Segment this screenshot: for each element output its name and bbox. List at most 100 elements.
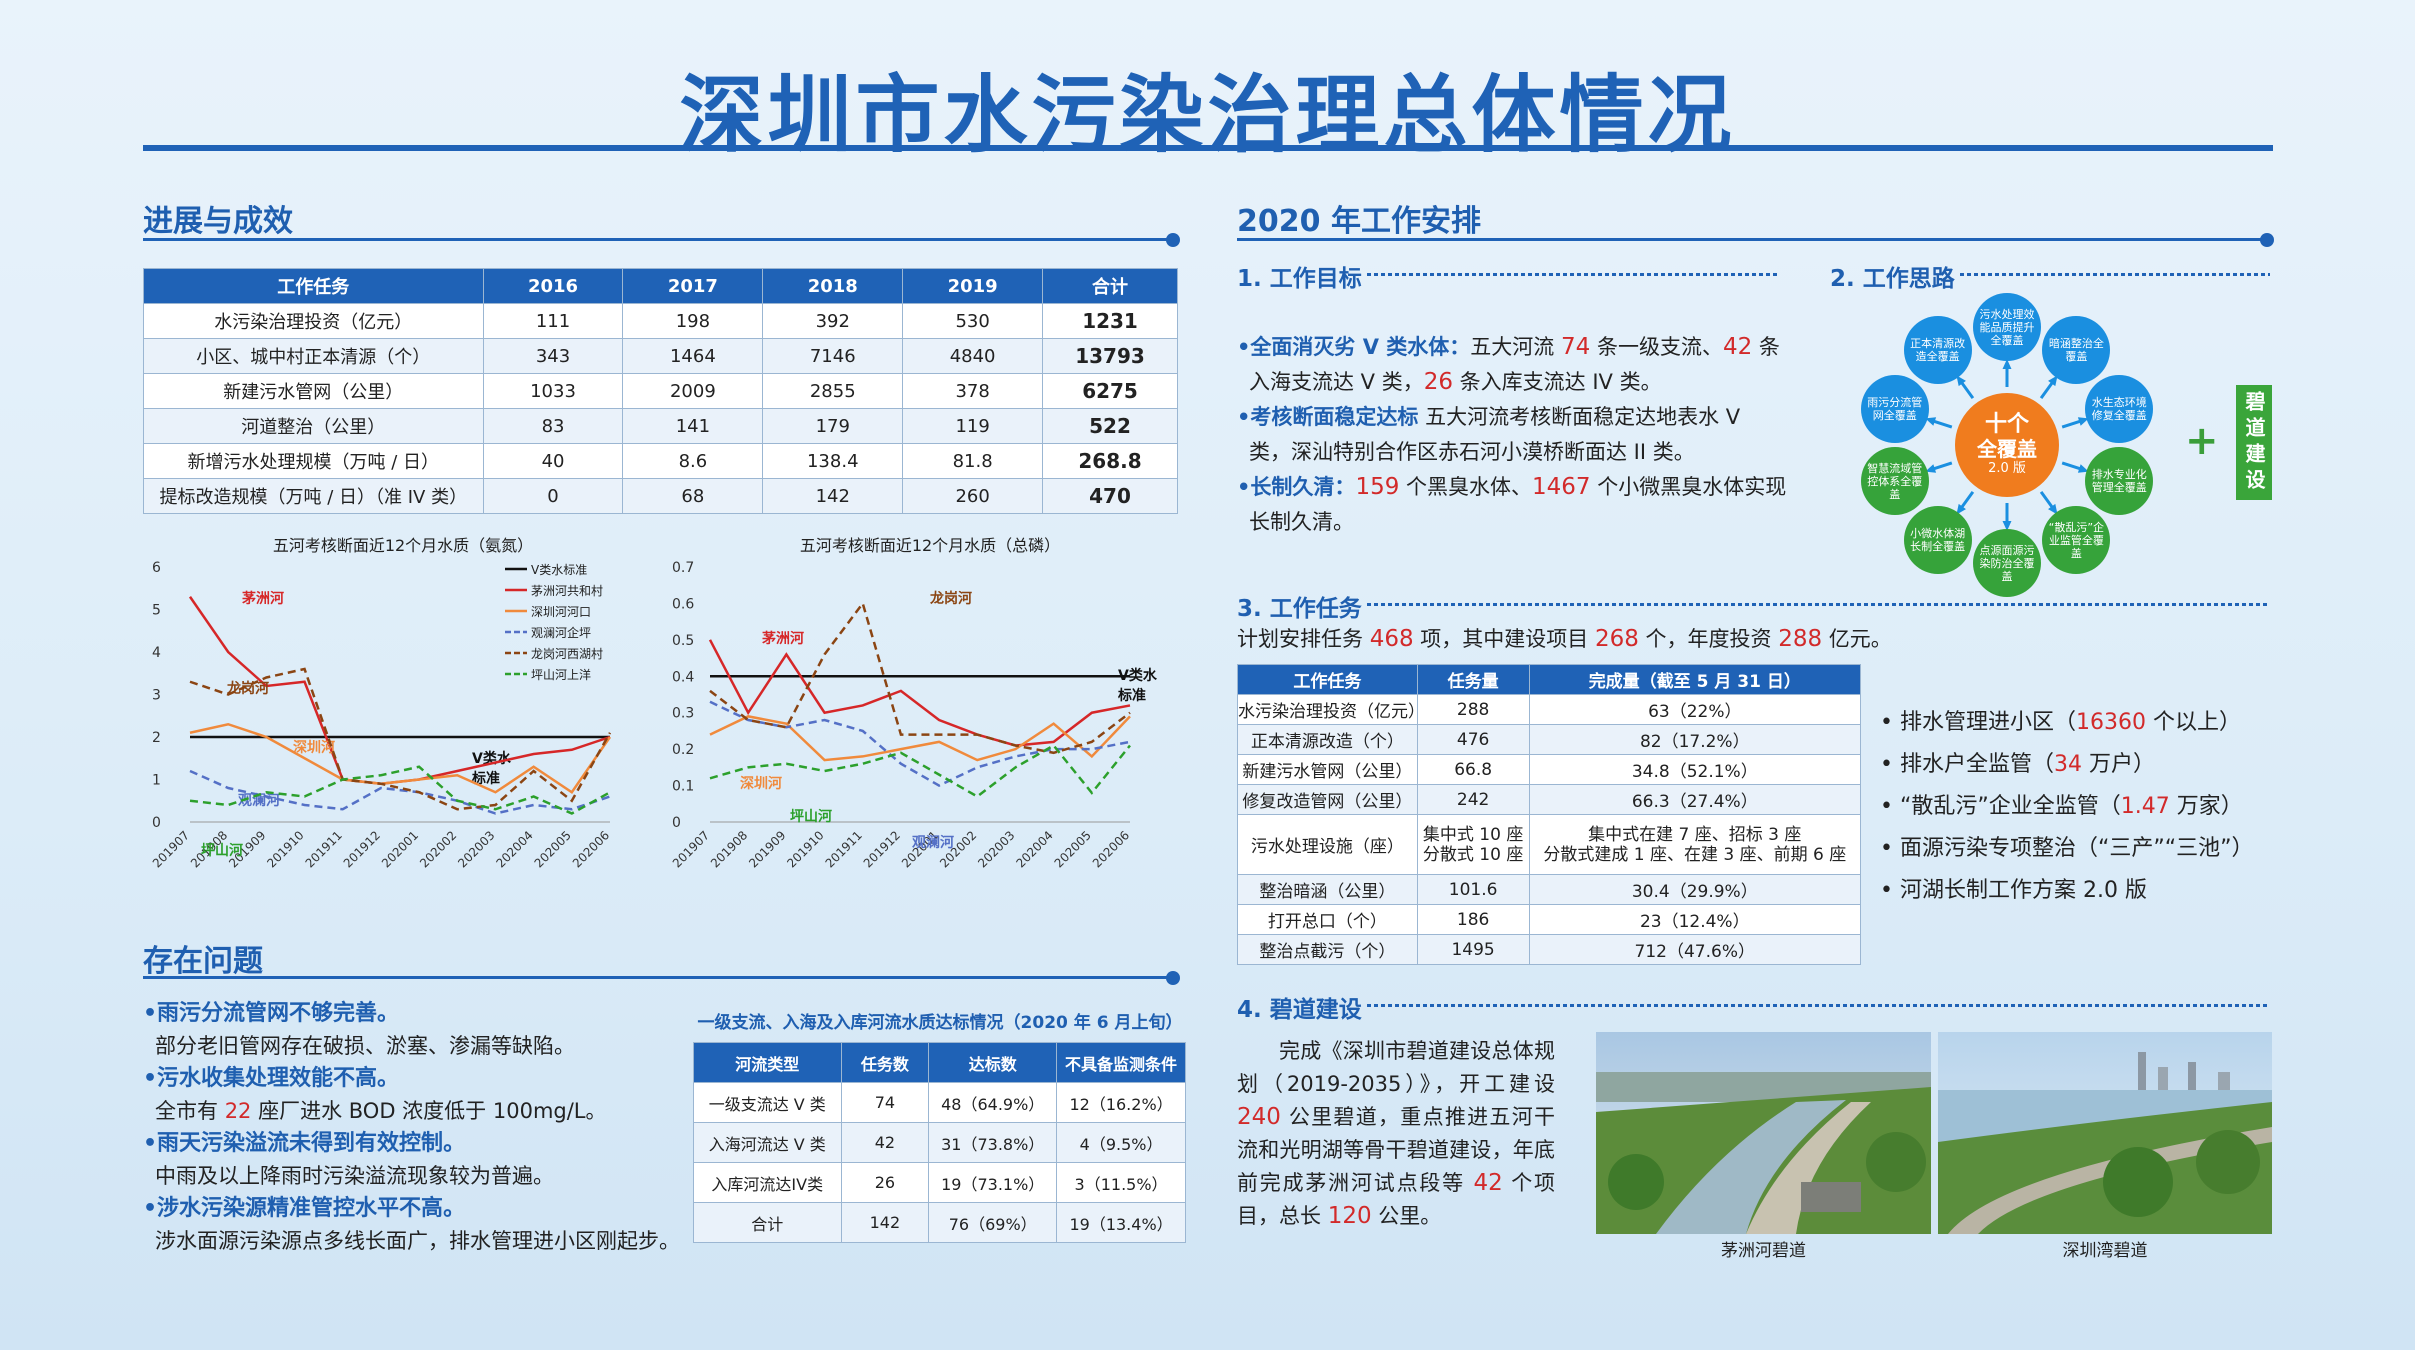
progress-table: 工作任务 2016 2017 2018 2019 合计 水污染治理投资（亿元） 111 198… bbox=[143, 268, 1178, 514]
tasks-table-header-row: 工作任务 任务量 完成量（截至 5 月 31 日） bbox=[1238, 665, 1861, 695]
tasks-table-row: 修复改造管网（公里） 242 66.3（27.4%） bbox=[1238, 785, 1861, 815]
tasks-table-cell: 101.6 bbox=[1417, 875, 1529, 905]
chart-series-line bbox=[190, 724, 610, 792]
tasks-table-row: 整治点截污（个） 1495 712（47.6%） bbox=[1238, 935, 1861, 965]
wheel-circle: 小微水体湖长制全覆盖 bbox=[1904, 506, 1972, 574]
progress-table-cell: 新建污水管网（公里） bbox=[144, 374, 484, 409]
river-table-cell: 一级支流达 V 类 bbox=[694, 1083, 842, 1123]
progress-table-cell: 268.8 bbox=[1043, 444, 1178, 479]
progress-table-cell: 1033 bbox=[483, 374, 623, 409]
river-table-cell: 入海河流达 V 类 bbox=[694, 1123, 842, 1163]
chart-y-tick: 5 bbox=[152, 603, 161, 619]
river-table-header-row: 河流类型 任务数 达标数 不具备监测条件 bbox=[694, 1043, 1186, 1083]
wheel-center-line1: 十个 bbox=[1985, 413, 2029, 437]
chart-y-tick: 6 bbox=[152, 560, 161, 576]
tasks-bullet: • 面源污染专项整治（“三产”“三池”） bbox=[1880, 828, 2280, 870]
chart-y-tick: 0.4 bbox=[672, 669, 694, 685]
problem-title: •雨污分流管网不够完善。 bbox=[143, 998, 703, 1030]
chart-x-tick: 202001 bbox=[379, 828, 421, 870]
summary-number: 468 bbox=[1370, 626, 1414, 652]
legend-label: 龙岗河西湖村 bbox=[531, 646, 603, 661]
chart-x-tick: 202002 bbox=[417, 828, 459, 870]
tasks-table-row: 打开总口（个） 186 23（12.4%） bbox=[1238, 905, 1861, 935]
plus-sign: + bbox=[2185, 418, 2219, 464]
tasks-table-row: 污水处理设施（座） 集中式 10 座分散式 10 座集中式在建 7 座、招标 3 … bbox=[1238, 815, 1861, 875]
wheel-circle: 智慧流域管控体系全覆盖 bbox=[1861, 447, 1929, 515]
goal-item: •考核断面稳定达标 五大河流考核断面稳定达地表水 V 类，深汕特别合作区赤石河小… bbox=[1237, 400, 1787, 470]
chart-series-label: 茅洲河 bbox=[242, 590, 284, 607]
river-table-header-cell: 达标数 bbox=[929, 1043, 1057, 1083]
wheel-circle: 雨污分流管网全覆盖 bbox=[1861, 375, 1929, 443]
chart-x-tick: 202004 bbox=[493, 828, 535, 870]
tasks-table-row: 水污染治理投资（亿元） 288 63（22%） bbox=[1238, 695, 1861, 725]
chart-ammonia: 0123456201907201908201909201910201911201… bbox=[135, 555, 655, 925]
chart-y-tick: 0 bbox=[152, 815, 161, 831]
tasks-table-cell: 打开总口（个） bbox=[1238, 905, 1418, 935]
photo-shenzhenbay bbox=[1938, 1032, 2272, 1234]
chart-series-label: 龙岗河 bbox=[226, 680, 269, 697]
problems-divider-dot bbox=[1166, 971, 1180, 985]
chart-series-label: 观澜河 bbox=[912, 834, 954, 851]
wheel-circle: 水生态环境修复全覆盖 bbox=[2085, 375, 2153, 443]
chart-series-label: 茅洲河 bbox=[762, 630, 804, 647]
tasks-bullet: • 排水户全监管（34 万户） bbox=[1880, 744, 2280, 786]
river-table-cell: 48（64.9%） bbox=[929, 1083, 1057, 1123]
chart-y-tick: 0.2 bbox=[672, 742, 694, 758]
river-table: 河流类型 任务数 达标数 不具备监测条件 一级支流达 V 类 74 48（64.9%） 12… bbox=[693, 1042, 1186, 1243]
goal-title: •长制久清： bbox=[1237, 475, 1355, 499]
wheel-circle: 正本清源改造全覆盖 bbox=[1904, 316, 1972, 384]
progress-table-cell: 260 bbox=[903, 479, 1043, 514]
tasks-table-header-cell: 完成量（截至 5 月 31 日） bbox=[1529, 665, 1860, 695]
chart-x-tick: 202004 bbox=[1013, 828, 1055, 870]
greenway-number: 120 bbox=[1328, 1203, 1372, 1229]
chart-x-tick: 201910 bbox=[784, 828, 826, 870]
river-table-cell: 3（11.5%） bbox=[1057, 1163, 1186, 1203]
legend-label: 坪山河上洋 bbox=[531, 667, 591, 682]
tasks-table-cell: 186 bbox=[1417, 905, 1529, 935]
tasks-table-cell: 1495 bbox=[1417, 935, 1529, 965]
progress-table-cell: 提标改造规模（万吨 / 日）（准 IV 类） bbox=[144, 479, 484, 514]
tasks-table-cell: 288 bbox=[1417, 695, 1529, 725]
tasks-table-cell: 34.8（52.1%） bbox=[1529, 755, 1860, 785]
problem-text: 全市有 22 座厂进水 BOD 浓度低于 100mg/L。 bbox=[143, 1095, 703, 1127]
progress-table-row: 小区、城中村正本清源（个） 343 1464 7146 4840 13793 bbox=[144, 339, 1178, 374]
tasks-table-cell: 整治暗涵（公里） bbox=[1238, 875, 1418, 905]
progress-table-row: 水污染治理投资（亿元） 111 198 392 530 1231 bbox=[144, 304, 1178, 339]
progress-table-cell: 83 bbox=[483, 409, 623, 444]
legend-label: 观澜河企坪 bbox=[531, 625, 591, 640]
bullet-number: 16360 bbox=[2076, 710, 2146, 735]
problem-title: •污水收集处理效能不高。 bbox=[143, 1063, 703, 1095]
progress-table-row: 提标改造规模（万吨 / 日）（准 IV 类） 0 68 142 260 470 bbox=[144, 479, 1178, 514]
progress-table-cell: 6275 bbox=[1043, 374, 1178, 409]
ideas-divider bbox=[1960, 273, 2270, 276]
progress-table-cell: 142 bbox=[763, 479, 903, 514]
chart-x-tick: 201908 bbox=[708, 828, 750, 870]
plan-heading: 2020 年工作安排 bbox=[1237, 196, 1481, 240]
progress-table-cell: 119 bbox=[903, 409, 1043, 444]
chart-standard-label: 标准 bbox=[1117, 687, 1146, 704]
goal-title: •考核断面稳定达标 bbox=[1237, 405, 1418, 429]
river-table-cell: 合计 bbox=[694, 1203, 842, 1243]
progress-table-header-cell: 工作任务 bbox=[144, 269, 484, 304]
tasks-table-cell: 82（17.2%） bbox=[1529, 725, 1860, 755]
goal-item: •全面消灭劣 V 类水体：五大河流 74 条一级支流、42 条入海支流达 V 类… bbox=[1237, 330, 1787, 400]
chart-phosphorus-title: 五河考核断面近12个月水质（总磷） bbox=[670, 532, 1190, 556]
chart-x-tick: 202006 bbox=[570, 828, 612, 870]
summary-number: 288 bbox=[1778, 626, 1822, 652]
bullet-number: 1.47 bbox=[2121, 794, 2170, 819]
tasks-bullet: • 河湖长制工作方案 2.0 版 bbox=[1880, 870, 2280, 912]
tasks-bullet: • “散乱污”企业全监管（1.47 万家） bbox=[1880, 786, 2280, 828]
chart-ammonia-title: 五河考核断面近12个月水质（氨氮） bbox=[143, 532, 663, 556]
progress-table-cell: 13793 bbox=[1043, 339, 1178, 374]
goal-number: 1467 bbox=[1532, 474, 1591, 500]
progress-table-cell: 8.6 bbox=[623, 444, 763, 479]
river-table-header-cell: 不具备监测条件 bbox=[1057, 1043, 1186, 1083]
chart-y-tick: 0.6 bbox=[672, 596, 694, 612]
progress-table-cell: 530 bbox=[903, 304, 1043, 339]
tasks-table-cell: 集中式在建 7 座、招标 3 座分散式建成 1 座、在建 3 座、前期 6 座 bbox=[1529, 815, 1860, 875]
problem-number: 22 bbox=[225, 1099, 252, 1123]
chart-y-tick: 0.1 bbox=[672, 779, 694, 795]
chart-y-tick: 3 bbox=[152, 688, 161, 704]
wheel-center: 十个 全覆盖 2.0 版 bbox=[1955, 393, 2059, 497]
river-table-row: 一级支流达 V 类 74 48（64.9%） 12（16.2%） bbox=[694, 1083, 1186, 1123]
